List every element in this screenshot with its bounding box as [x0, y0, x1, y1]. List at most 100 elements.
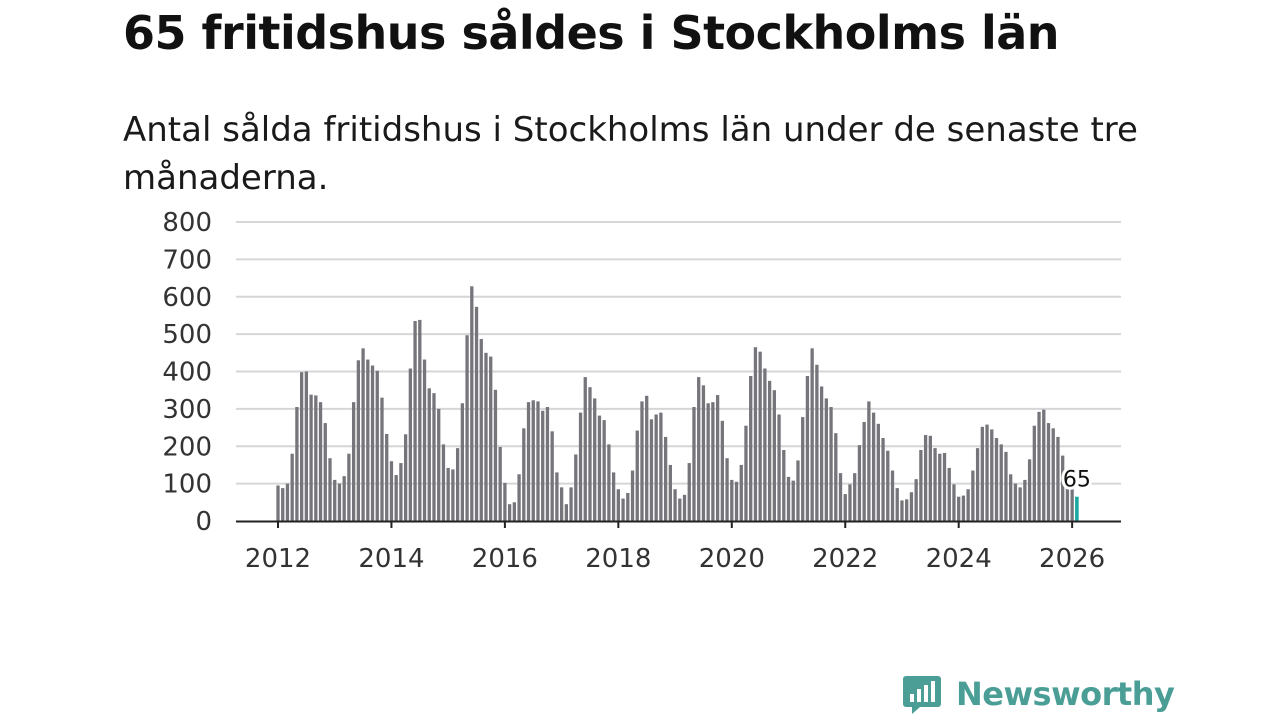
bar-chart: 0 100 200 300 400 500 600 700 800 2012 2014 2016 201…: [162, 208, 1121, 574]
bar: [512, 502, 516, 521]
brand-logo: Newsworthy: [902, 670, 1175, 718]
bar-series: [276, 286, 1079, 522]
bar: [484, 352, 488, 521]
bar: [616, 489, 620, 521]
bar: [734, 481, 739, 521]
bar: [1070, 489, 1074, 521]
bar: [380, 397, 384, 521]
bar: [687, 463, 691, 521]
bar: [640, 401, 644, 521]
y-tick-label: 700: [162, 245, 212, 275]
bar: [555, 472, 559, 521]
x-tick-label: 2020: [699, 544, 765, 574]
bar: [295, 407, 299, 521]
bar: [418, 319, 422, 521]
bar: [971, 470, 975, 521]
bar: [966, 489, 970, 521]
bar: [342, 476, 346, 521]
bar: [493, 389, 498, 521]
bar: [659, 412, 663, 521]
bar: [801, 417, 805, 521]
bar: [701, 385, 706, 521]
bar: [1023, 479, 1027, 521]
axes: 0 100 200 300 400 500 600 700 800 2012 2014 2016 201…: [162, 208, 1121, 574]
bar: [1018, 487, 1022, 521]
bar: [938, 453, 942, 521]
y-tick-label: 600: [162, 283, 212, 313]
bar: [394, 475, 398, 521]
bar: [763, 368, 767, 521]
x-tick-label: 2024: [926, 544, 992, 574]
bar: [886, 450, 890, 521]
bar: [351, 402, 356, 521]
bar: [550, 431, 554, 521]
bar: [403, 434, 408, 521]
bar: [517, 474, 521, 521]
bar: [895, 488, 899, 521]
bar: [753, 347, 758, 521]
bar: [1027, 459, 1032, 521]
bar: [890, 470, 895, 521]
bar: [545, 407, 550, 521]
bar: [422, 359, 427, 521]
bar: [914, 479, 918, 521]
bar: [564, 504, 568, 521]
bar: [309, 394, 313, 521]
bar: [1051, 428, 1055, 521]
bar: [597, 415, 602, 521]
bar: [1056, 436, 1060, 521]
bar: [947, 467, 951, 521]
bar: [786, 476, 791, 521]
bar: [526, 402, 531, 521]
bar: [739, 464, 743, 521]
bar: [1032, 425, 1036, 521]
bar: [994, 438, 999, 521]
bar: [673, 489, 677, 521]
bar: [441, 444, 446, 521]
bar: [749, 375, 753, 521]
bar: [876, 423, 880, 521]
bar: [522, 428, 526, 521]
bar: [678, 498, 682, 521]
bar: [290, 453, 294, 521]
bar: [451, 469, 455, 521]
bar: [323, 423, 327, 521]
bar: [829, 407, 833, 521]
bar: [630, 470, 635, 521]
latest-value-label: 65: [1063, 468, 1091, 493]
y-tick-label: 500: [162, 320, 212, 350]
bar: [361, 348, 365, 521]
bar: [578, 412, 583, 521]
bar: [654, 414, 658, 521]
bar: [777, 414, 781, 521]
bar: [957, 496, 961, 521]
bar: [375, 370, 379, 521]
bar: [871, 412, 876, 521]
bar: [276, 485, 280, 521]
bar: [460, 403, 464, 521]
bar: [498, 447, 502, 521]
bar: [692, 407, 696, 521]
bar: [928, 435, 932, 521]
bar: [942, 452, 947, 521]
bar: [366, 359, 370, 521]
bar: [909, 492, 914, 521]
bar: [975, 448, 980, 521]
bar: [985, 424, 989, 521]
bar: [923, 435, 928, 521]
bar: [919, 449, 923, 521]
bar: [834, 433, 838, 521]
bar: [1004, 451, 1008, 521]
bar: [569, 487, 573, 521]
y-tick-label: 0: [195, 507, 212, 537]
bar: [607, 444, 611, 521]
x-tick-label: 2016: [472, 544, 538, 574]
bar: [990, 429, 994, 521]
bar: [900, 500, 904, 521]
bar: [853, 473, 857, 521]
bar: [999, 444, 1003, 521]
bar: [559, 487, 564, 521]
bar: [980, 426, 984, 521]
bar: [574, 454, 578, 521]
y-tick-label: 100: [162, 470, 212, 500]
